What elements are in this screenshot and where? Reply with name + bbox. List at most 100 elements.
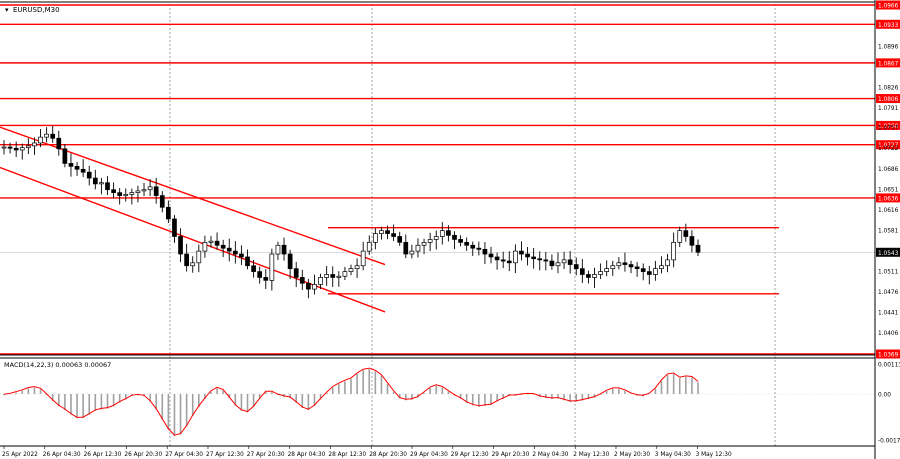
price-tick-label: 1.0806 bbox=[878, 97, 899, 103]
candle bbox=[683, 223, 689, 242]
candle bbox=[38, 128, 43, 148]
price-tick-label: 1.0441 bbox=[878, 310, 899, 316]
candle bbox=[592, 267, 597, 288]
candle bbox=[439, 222, 445, 245]
candle bbox=[586, 270, 591, 284]
candle bbox=[269, 248, 275, 291]
candle bbox=[306, 278, 311, 299]
candle bbox=[232, 241, 238, 264]
level-price-marker bbox=[876, 94, 900, 104]
candle bbox=[610, 260, 616, 276]
candle bbox=[379, 226, 384, 240]
candle bbox=[354, 258, 360, 278]
candle bbox=[366, 235, 372, 255]
candle bbox=[616, 257, 622, 270]
candle bbox=[634, 262, 640, 277]
candle bbox=[56, 130, 62, 156]
candle bbox=[239, 245, 244, 265]
time-tick-label: 28 Apr 04:30 bbox=[288, 452, 326, 458]
price-tick-label: 1.0933 bbox=[878, 23, 899, 29]
candle bbox=[488, 246, 494, 264]
candle bbox=[318, 273, 323, 290]
time-tick-label: 29 Apr 04:30 bbox=[410, 452, 448, 458]
candle bbox=[251, 259, 256, 278]
candle bbox=[13, 141, 19, 158]
candle bbox=[373, 228, 378, 250]
candle bbox=[99, 178, 104, 195]
candle bbox=[421, 238, 427, 255]
candle bbox=[452, 231, 457, 250]
candle bbox=[494, 252, 500, 270]
price-tick-label: 1.0826 bbox=[878, 85, 899, 91]
candle bbox=[220, 239, 226, 258]
level-price-marker bbox=[876, 19, 900, 29]
candle bbox=[695, 239, 701, 256]
candle bbox=[482, 242, 488, 264]
candle bbox=[153, 177, 159, 204]
candle bbox=[579, 258, 585, 284]
time-tick-label: 3 May 04:30 bbox=[655, 452, 691, 458]
candle bbox=[537, 251, 543, 271]
candle bbox=[470, 241, 476, 256]
candle bbox=[348, 264, 354, 276]
candle bbox=[415, 238, 421, 258]
candle bbox=[391, 224, 396, 241]
candle bbox=[427, 232, 433, 252]
level-price-marker bbox=[876, 58, 900, 68]
candle bbox=[646, 265, 652, 285]
candle bbox=[324, 266, 329, 286]
candle bbox=[330, 266, 336, 288]
candle bbox=[196, 244, 202, 273]
candle bbox=[640, 263, 646, 281]
candle bbox=[26, 138, 31, 155]
time-tick-label: 27 Apr 12:30 bbox=[206, 452, 244, 458]
level-price-marker bbox=[876, 193, 900, 203]
candle bbox=[299, 269, 305, 291]
price-tick-label: 1.0511 bbox=[878, 269, 899, 275]
time-tick-label: 28 Apr 20:30 bbox=[369, 452, 407, 458]
candle bbox=[74, 161, 80, 176]
candle bbox=[500, 251, 506, 269]
price-tick-label: 1.0791 bbox=[878, 106, 899, 112]
candle bbox=[19, 143, 25, 160]
candle bbox=[92, 169, 98, 190]
price-tick-label: 1.0966 bbox=[878, 4, 899, 10]
price-axis: 1.0966 1.0933 1.0896 1.0867 1.0826 1.0806 1.07… bbox=[876, 0, 900, 445]
candle bbox=[275, 241, 281, 261]
candle bbox=[506, 251, 512, 272]
candle bbox=[287, 249, 293, 280]
candle bbox=[202, 235, 208, 258]
candle bbox=[342, 266, 348, 281]
candle bbox=[385, 225, 390, 240]
time-tick-label: 29 Apr 20:30 bbox=[492, 452, 530, 458]
candle bbox=[659, 256, 664, 274]
level-price-marker bbox=[876, 0, 900, 10]
time-tick-label: 26 Apr 04:30 bbox=[43, 452, 81, 458]
time-axis: 25 Apr 2022 26 Apr 04:30 26 Apr 12:30 26 Ap… bbox=[2, 446, 732, 458]
candle bbox=[677, 226, 683, 247]
candle bbox=[513, 244, 518, 274]
candle bbox=[409, 244, 415, 259]
macd-signal-line bbox=[3, 367, 699, 436]
candle bbox=[293, 261, 299, 288]
candle bbox=[257, 266, 263, 284]
candle bbox=[159, 191, 165, 213]
candle bbox=[172, 215, 177, 243]
candle bbox=[671, 232, 676, 268]
level-price-marker bbox=[876, 140, 900, 150]
candle bbox=[245, 249, 250, 270]
candle bbox=[531, 247, 536, 269]
candle bbox=[476, 241, 482, 256]
candle bbox=[214, 232, 220, 250]
time-tick-label: 2 May 04:30 bbox=[532, 452, 568, 458]
price-tick-label: 1.0651 bbox=[878, 188, 899, 194]
candle bbox=[360, 241, 366, 271]
symbol-label: EURUSD,M30 bbox=[13, 6, 60, 14]
time-tick-label: 27 Apr 20:30 bbox=[247, 452, 285, 458]
price-tick-label: 1.0369 bbox=[878, 353, 899, 359]
candle bbox=[433, 230, 439, 250]
time-tick-label: 26 Apr 20:30 bbox=[124, 452, 162, 458]
candle bbox=[604, 260, 610, 277]
candle bbox=[141, 182, 147, 197]
